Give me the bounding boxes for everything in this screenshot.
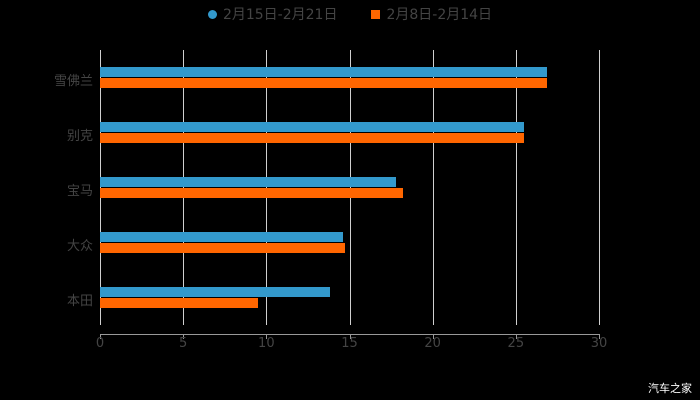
- x-tick: [266, 334, 268, 339]
- gridline: [100, 50, 101, 325]
- x-tick-label: 10: [258, 336, 275, 351]
- bar[interactable]: [100, 67, 548, 77]
- gridline: [432, 50, 434, 325]
- legend-item-series-1[interactable]: 2月15日-2月21日: [207, 4, 338, 24]
- x-tick: [599, 334, 600, 339]
- plot-area: [100, 50, 600, 325]
- legend-square-icon: [371, 9, 381, 19]
- gridline: [515, 50, 517, 325]
- x-tick-label: 25: [507, 336, 525, 351]
- watermark: 汽车之家: [648, 382, 692, 395]
- x-tick-label: 20: [424, 336, 441, 351]
- gridline: [266, 50, 268, 325]
- bar[interactable]: [100, 122, 525, 132]
- category-label: 别克: [66, 129, 93, 144]
- category-label: 宝马: [66, 184, 93, 199]
- x-tick-label: 30: [590, 336, 608, 351]
- legend-label: 2月15日-2月21日: [222, 7, 338, 23]
- gridline: [183, 50, 185, 325]
- x-tick-label: 0: [95, 336, 105, 351]
- x-tick-label: 5: [179, 336, 188, 351]
- category-label: 本田: [66, 294, 93, 309]
- legend-label: 2月8日-2月14日: [386, 7, 493, 23]
- bar[interactable]: [100, 78, 548, 88]
- chart-legend: 2月15日-2月21日 2月8日-2月14日: [0, 4, 700, 24]
- gridline: [349, 50, 351, 325]
- x-tick: [349, 334, 351, 339]
- gridline: [599, 50, 600, 325]
- bar[interactable]: [100, 133, 525, 143]
- x-tick: [100, 334, 101, 339]
- x-tick: [432, 334, 434, 339]
- category-label: 雪佛兰: [53, 74, 93, 89]
- bar[interactable]: [100, 188, 403, 198]
- x-tick: [183, 334, 185, 339]
- bar[interactable]: [100, 298, 259, 308]
- legend-circle-icon: [207, 9, 217, 19]
- bar[interactable]: [100, 287, 330, 297]
- bar[interactable]: [100, 243, 345, 253]
- bar[interactable]: [100, 232, 343, 242]
- x-tick: [515, 334, 517, 339]
- bar[interactable]: [100, 177, 397, 187]
- x-tick-label: 15: [341, 336, 358, 351]
- legend-item-series-2[interactable]: 2月8日-2月14日: [371, 4, 492, 24]
- category-label: 大众: [66, 239, 93, 254]
